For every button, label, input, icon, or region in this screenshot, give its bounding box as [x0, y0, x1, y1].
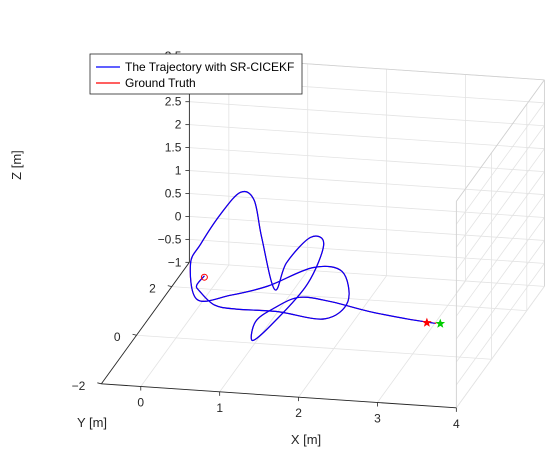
grid-line	[189, 193, 545, 218]
grid-line	[189, 238, 545, 264]
legend: The Trajectory with SR-CICEKF Ground Tru…	[89, 53, 303, 95]
legend-label-ground-truth: Ground Truth	[125, 76, 196, 90]
y-axis-label: Y [m]	[77, 415, 107, 430]
red-circle-marker	[200, 273, 208, 281]
y-axis-line	[100, 262, 190, 385]
x-tick-label: 1	[216, 401, 223, 415]
y-tick	[132, 333, 137, 336]
grid-line	[456, 171, 545, 294]
z-tick-label: −1	[168, 255, 182, 269]
grid-line	[456, 240, 545, 363]
box-edge	[456, 79, 545, 202]
series-line-trajectory	[189, 190, 435, 342]
z-tick-label: 1	[175, 164, 182, 178]
grid-line	[219, 270, 309, 393]
grid-line	[456, 194, 545, 317]
grid-line	[377, 280, 466, 403]
grid-line	[456, 125, 545, 248]
grid-line	[189, 170, 545, 195]
grid-line	[140, 264, 230, 387]
z-tick-label: 0.5	[165, 186, 182, 200]
x-axis-label: X [m]	[291, 432, 321, 447]
grid-line	[136, 334, 492, 360]
x-axis-line	[101, 383, 457, 409]
z-axis-label: Z [m]	[9, 150, 24, 180]
grid-line	[189, 147, 545, 173]
y-tick-label: 0	[114, 330, 121, 344]
z-tick-label: 0	[175, 209, 182, 223]
y-tick-label: −2	[72, 379, 86, 393]
grid-line	[456, 263, 545, 386]
grid-line	[456, 286, 545, 409]
grid-line	[456, 102, 545, 225]
grid-line	[189, 124, 545, 150]
series-layer	[189, 190, 437, 342]
grid-line	[298, 275, 387, 398]
grid-line	[189, 261, 545, 287]
y-tick	[97, 382, 102, 385]
y-tick	[167, 285, 172, 288]
grid-line	[189, 216, 545, 241]
red-star-marker	[422, 317, 432, 327]
z-tick-label: −0.5	[158, 232, 182, 246]
green-star-marker	[435, 318, 446, 328]
marker-layer	[200, 273, 446, 328]
grid-line	[456, 217, 545, 340]
z-tick-label: 2	[175, 118, 182, 132]
axes-layer	[100, 55, 457, 409]
x-tick-label: 4	[453, 417, 460, 431]
legend-box	[89, 53, 303, 95]
z-tick-label: 2.5	[165, 95, 182, 109]
x-tick-label: 0	[137, 395, 144, 409]
y-tick-label: 2	[149, 282, 156, 296]
z-tick-label: 1.5	[165, 141, 182, 155]
grid-line	[189, 101, 545, 127]
legend-label-trajectory: The Trajectory with SR-CICEKF	[125, 60, 294, 74]
x-tick-label: 3	[374, 412, 381, 426]
x-tick-label: 2	[295, 406, 302, 420]
grid-line	[456, 148, 545, 271]
